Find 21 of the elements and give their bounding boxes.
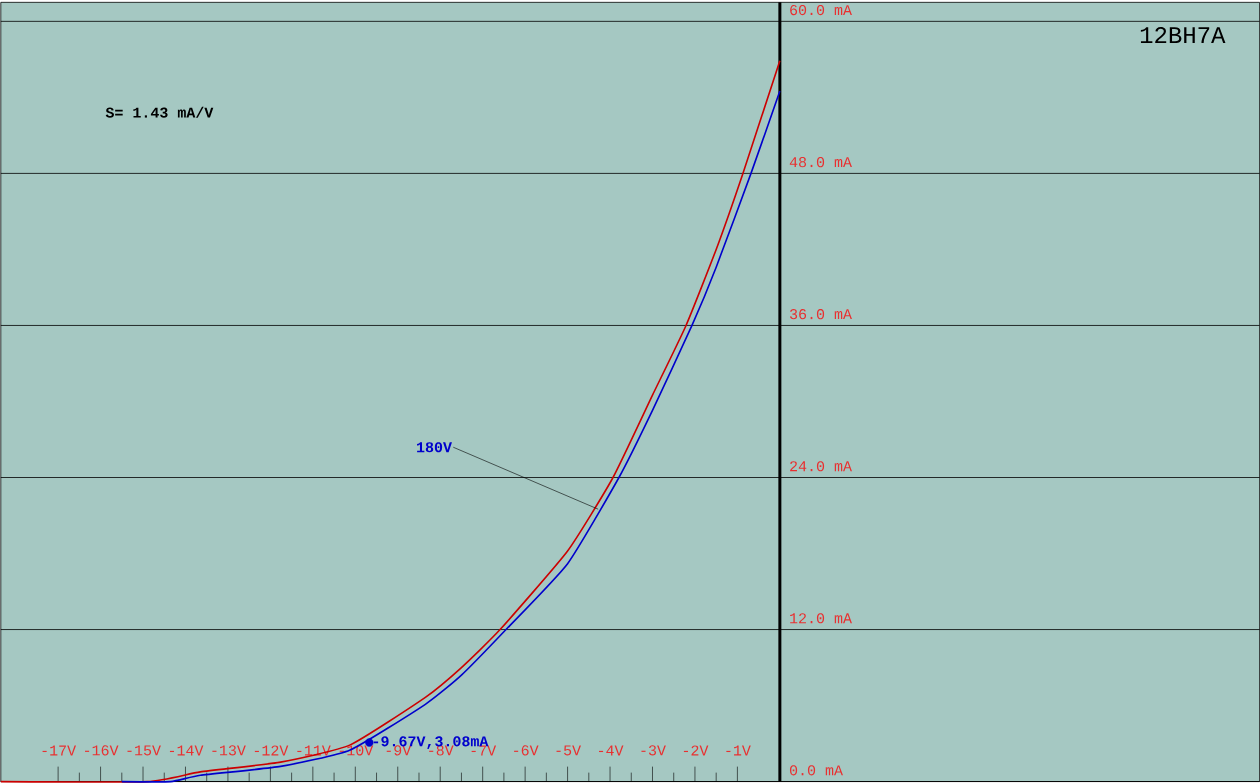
x-tick-label: -3V [641,745,666,756]
annotation: 180V [417,442,452,453]
x-tick-label: -4V [598,745,624,756]
x-tick-label: -12V [254,745,289,756]
y-tick-label: 60.0 mA [790,4,852,16]
x-tick-label: -17V [42,745,77,756]
text: 12BH7A [1140,26,1226,43]
y-tick-label: 36.0 mA [789,308,852,320]
x-tick-label: -1V [726,745,751,756]
x-tick-label: -5V [556,745,581,756]
x-tick-label: -16V [85,745,119,756]
x-tick-label: -15V [127,745,161,756]
x-tick-label: -14V [169,745,204,756]
x-tick-label: -2V [683,745,709,756]
x-tick-label: -13V [212,745,246,756]
y-tick-label: 0.0 mA [789,765,843,776]
y-tick-label: 48.0 mA [789,156,852,168]
x-tick-label: -6V [514,745,539,756]
y-tick-label: 24.0 mA [790,461,852,472]
y-tick-label: 12.0 mA [790,613,852,624]
annotation: S= 1.43 mA/V [105,106,214,118]
